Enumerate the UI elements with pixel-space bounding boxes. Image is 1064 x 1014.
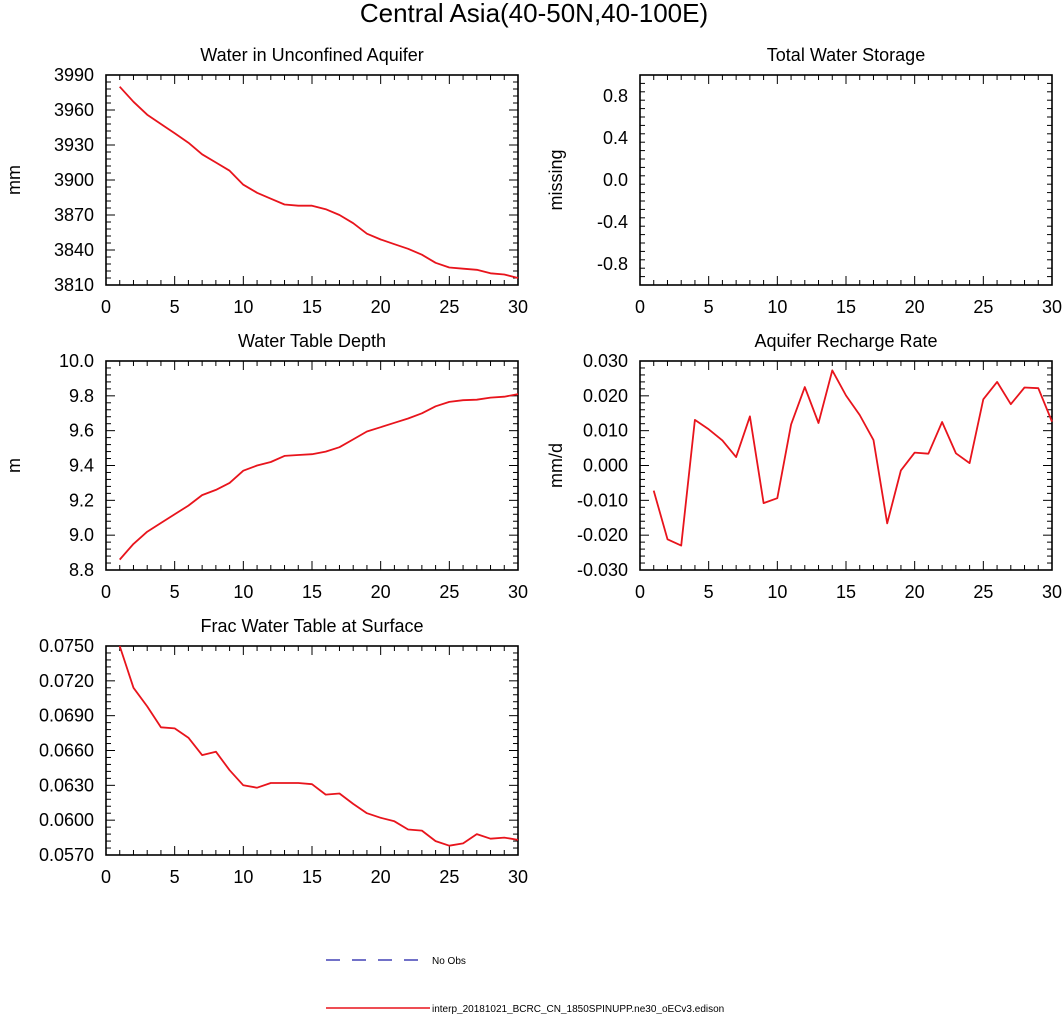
- series-line: [118, 645, 519, 847]
- y-tick-label: 0.000: [583, 456, 628, 476]
- x-tick-label: 10: [233, 582, 253, 602]
- y-tick-label: -0.030: [577, 560, 628, 580]
- x-tick-label: 20: [371, 582, 391, 602]
- y-tick-label: -0.4: [597, 212, 628, 232]
- x-tick-label: 5: [704, 297, 714, 317]
- x-tick-label: 0: [101, 582, 111, 602]
- x-tick-label: 30: [508, 297, 528, 317]
- panel-water-unconfined-aquifer: Water in Unconfined Aquifer 0 5 10 15 20 25 30 3…: [4, 45, 528, 317]
- x-tick-label: 5: [170, 297, 180, 317]
- y-tick-label: 0.0600: [39, 810, 94, 830]
- x-tick-label: 5: [170, 582, 180, 602]
- plot-frame: [105, 360, 519, 571]
- y-tick-label: -0.010: [577, 490, 628, 510]
- x-tick-label: 15: [302, 582, 322, 602]
- x-tick-label: 5: [704, 582, 714, 602]
- y-tick-label: 3840: [54, 240, 94, 260]
- x-tick-label: 30: [508, 582, 528, 602]
- plot-frame: [105, 645, 519, 856]
- y-tick-label: 3930: [54, 135, 94, 155]
- y-tick-label: 0.0660: [39, 741, 94, 761]
- x-tick-label: 25: [439, 582, 459, 602]
- y-tick-label: 0.8: [603, 86, 628, 106]
- y-tick-label: 0.0720: [39, 671, 94, 691]
- x-tick-label: 25: [439, 297, 459, 317]
- y-axis-label: missing: [546, 149, 566, 210]
- x-tick-label: 10: [767, 297, 787, 317]
- x-tick-label: 10: [233, 867, 253, 887]
- panel-title: Total Water Storage: [767, 45, 925, 65]
- plot-frame: [639, 74, 1053, 286]
- y-tick-label: 0.0750: [39, 636, 94, 656]
- x-tick-label: 0: [635, 582, 645, 602]
- x-tick-label: 10: [767, 582, 787, 602]
- panel-title: Water Table Depth: [238, 331, 386, 351]
- legend-obs-label: No Obs: [432, 956, 466, 967]
- x-tick-label: 20: [371, 867, 391, 887]
- y-tick-label: 9.6: [69, 421, 94, 441]
- y-tick-label: 9.0: [69, 525, 94, 545]
- y-tick-label: 3900: [54, 170, 94, 190]
- x-tick-label: 30: [1042, 582, 1062, 602]
- x-tick-label: 15: [836, 582, 856, 602]
- y-tick-label: 9.2: [69, 490, 94, 510]
- legend-model-label: interp_20181021_BCRC_CN_1850SPINUPP.ne30…: [432, 1004, 724, 1014]
- x-tick-label: 25: [439, 867, 459, 887]
- y-tick-label: 0.4: [603, 128, 628, 148]
- panel-title: Aquifer Recharge Rate: [754, 331, 937, 351]
- y-tick-label: 3810: [54, 275, 94, 295]
- legend: No Obs interp_20181021_BCRC_CN_1850SPINU…: [326, 956, 724, 1014]
- y-tick-label: 9.8: [69, 386, 94, 406]
- y-tick-label: 0.0570: [39, 845, 94, 865]
- y-tick-label: 3990: [54, 65, 94, 85]
- y-axis-label: mm/d: [546, 443, 566, 488]
- x-tick-label: 15: [302, 297, 322, 317]
- x-tick-label: 30: [1042, 297, 1062, 317]
- x-tick-label: 0: [101, 867, 111, 887]
- y-axis-label: mm: [4, 165, 24, 195]
- panel-title: Water in Unconfined Aquifer: [200, 45, 423, 65]
- panel-water-table-depth: Water Table Depth 0 5 10 15 20 25 30 8.8 9.0 9.2 9.…: [4, 331, 528, 602]
- x-tick-label: 10: [233, 297, 253, 317]
- x-tick-label: 5: [170, 867, 180, 887]
- x-tick-label: 20: [905, 297, 925, 317]
- figure-title: Central Asia(40-50N,40-100E): [360, 0, 708, 28]
- x-tick-label: 0: [635, 297, 645, 317]
- y-tick-label: 8.8: [69, 560, 94, 580]
- x-tick-label: 20: [371, 297, 391, 317]
- y-tick-label: 0.0630: [39, 775, 94, 795]
- x-tick-label: 30: [508, 867, 528, 887]
- x-tick-label: 25: [973, 582, 993, 602]
- y-tick-label: 3960: [54, 100, 94, 120]
- y-tick-label: 0.0690: [39, 706, 94, 726]
- x-tick-label: 15: [302, 867, 322, 887]
- series-line: [119, 393, 519, 561]
- y-tick-label: 0.020: [583, 386, 628, 406]
- plot-frame: [639, 360, 1053, 571]
- panel-aquifer-recharge-rate: Aquifer Recharge Rate 0 5 10 15 20 25 30 -0.030 -…: [546, 331, 1062, 602]
- x-tick-label: 0: [101, 297, 111, 317]
- series-line: [119, 86, 519, 279]
- panel-total-water-storage: Total Water Storage 0 5 10 15 20 25 30 -0.8 -0.4 0…: [546, 45, 1062, 317]
- panel-title: Frac Water Table at Surface: [200, 616, 423, 636]
- panel-frac-water-table-surface: Frac Water Table at Surface 0 5 10 15 20 25 30 0…: [39, 616, 528, 887]
- y-tick-label: 9.4: [69, 456, 94, 476]
- y-tick-label: 0.010: [583, 421, 628, 441]
- y-tick-label: 0.030: [583, 351, 628, 371]
- x-tick-label: 15: [836, 297, 856, 317]
- x-tick-label: 25: [973, 297, 993, 317]
- y-tick-label: 0.0: [603, 170, 628, 190]
- y-axis-label: m: [4, 458, 24, 473]
- y-tick-label: 10.0: [59, 351, 94, 371]
- series-line: [652, 369, 1053, 547]
- plot-frame: [105, 74, 519, 286]
- y-tick-label: 3870: [54, 205, 94, 225]
- x-tick-label: 20: [905, 582, 925, 602]
- y-tick-label: -0.020: [577, 525, 628, 545]
- y-tick-label: -0.8: [597, 254, 628, 274]
